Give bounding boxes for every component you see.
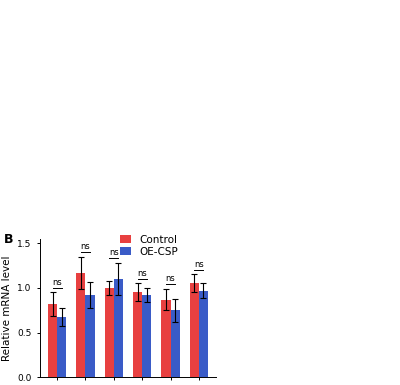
Y-axis label: Relative mRNA level: Relative mRNA level (2, 255, 12, 361)
Text: ns: ns (194, 260, 204, 269)
Legend: Control, OE-CSP: Control, OE-CSP (118, 233, 180, 259)
Text: B: B (4, 233, 14, 246)
Bar (57, 317, 66, 377)
Text: ns: ns (137, 269, 147, 278)
Bar (142, 295, 151, 377)
Bar (48, 304, 57, 377)
Bar (76, 273, 86, 377)
Text: ns: ns (52, 278, 62, 287)
Text: ns: ns (109, 248, 119, 258)
Bar (86, 295, 94, 377)
Bar (162, 300, 170, 377)
Bar (170, 310, 180, 377)
Bar (105, 288, 114, 377)
Text: ns: ns (80, 242, 90, 251)
Bar (190, 283, 199, 377)
Bar (114, 279, 123, 377)
Bar (199, 291, 208, 377)
Bar (133, 292, 142, 377)
Text: ns: ns (166, 275, 176, 283)
